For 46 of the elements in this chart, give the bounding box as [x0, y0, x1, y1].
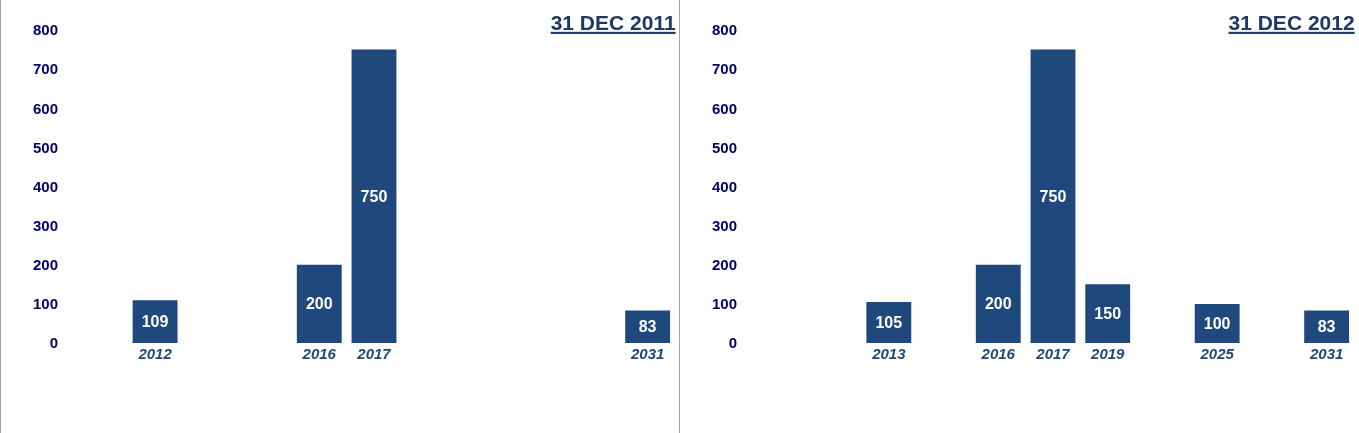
y-tick-label: 400	[711, 177, 737, 195]
y-tick-label: 500	[32, 138, 58, 156]
y-tick-label: 300	[711, 216, 737, 234]
x-tick-label: 2031	[629, 345, 665, 362]
x-tick-label: 2016	[980, 345, 1016, 362]
chart-title: 31 DEC 2012	[1228, 10, 1355, 34]
bar	[296, 264, 342, 343]
x-tick-label: 2019	[1090, 345, 1126, 362]
y-tick-label: 0	[728, 334, 737, 352]
y-tick-label: 200	[32, 256, 58, 273]
data-label: 200	[305, 295, 333, 313]
y-tick-label: 200	[711, 256, 737, 273]
bar	[132, 300, 178, 343]
y-tick-label: 400	[32, 177, 58, 195]
x-tick-label: 2013	[871, 345, 907, 362]
y-tick-label: 800	[32, 21, 58, 39]
x-tick-label: 2016	[301, 345, 337, 362]
y-tick-label: 100	[32, 295, 58, 313]
y-tick-label: 600	[711, 99, 737, 117]
data-label: 200	[984, 295, 1012, 313]
x-tick-label: 2017	[1035, 345, 1071, 362]
bar	[1030, 49, 1076, 343]
data-label: 83	[638, 318, 657, 336]
y-tick-label: 700	[711, 60, 737, 78]
y-tick-label: 500	[711, 138, 737, 156]
data-label: 750	[1039, 187, 1067, 205]
data-label: 150	[1094, 305, 1122, 323]
y-tick-label: 100	[711, 295, 737, 313]
x-tick-label: 2012	[137, 345, 173, 362]
y-tick-label: 300	[32, 216, 58, 234]
data-label: 83	[1317, 318, 1336, 336]
data-label: 750	[360, 187, 388, 205]
x-tick-label: 2031	[1308, 345, 1344, 362]
y-tick-label: 0	[49, 334, 58, 352]
data-label: 109	[141, 313, 169, 331]
x-tick-label: 2025	[1199, 345, 1235, 362]
bar	[975, 264, 1021, 343]
data-label: 105	[875, 313, 903, 331]
y-tick-label: 700	[32, 60, 58, 78]
data-label: 100	[1203, 314, 1231, 332]
x-tick-label: 2017	[356, 345, 392, 362]
y-tick-label: 800	[711, 21, 737, 39]
y-tick-label: 600	[32, 99, 58, 117]
bar	[351, 49, 397, 343]
chart-title: 31 DEC 2011	[550, 10, 676, 34]
bar	[1085, 284, 1131, 343]
